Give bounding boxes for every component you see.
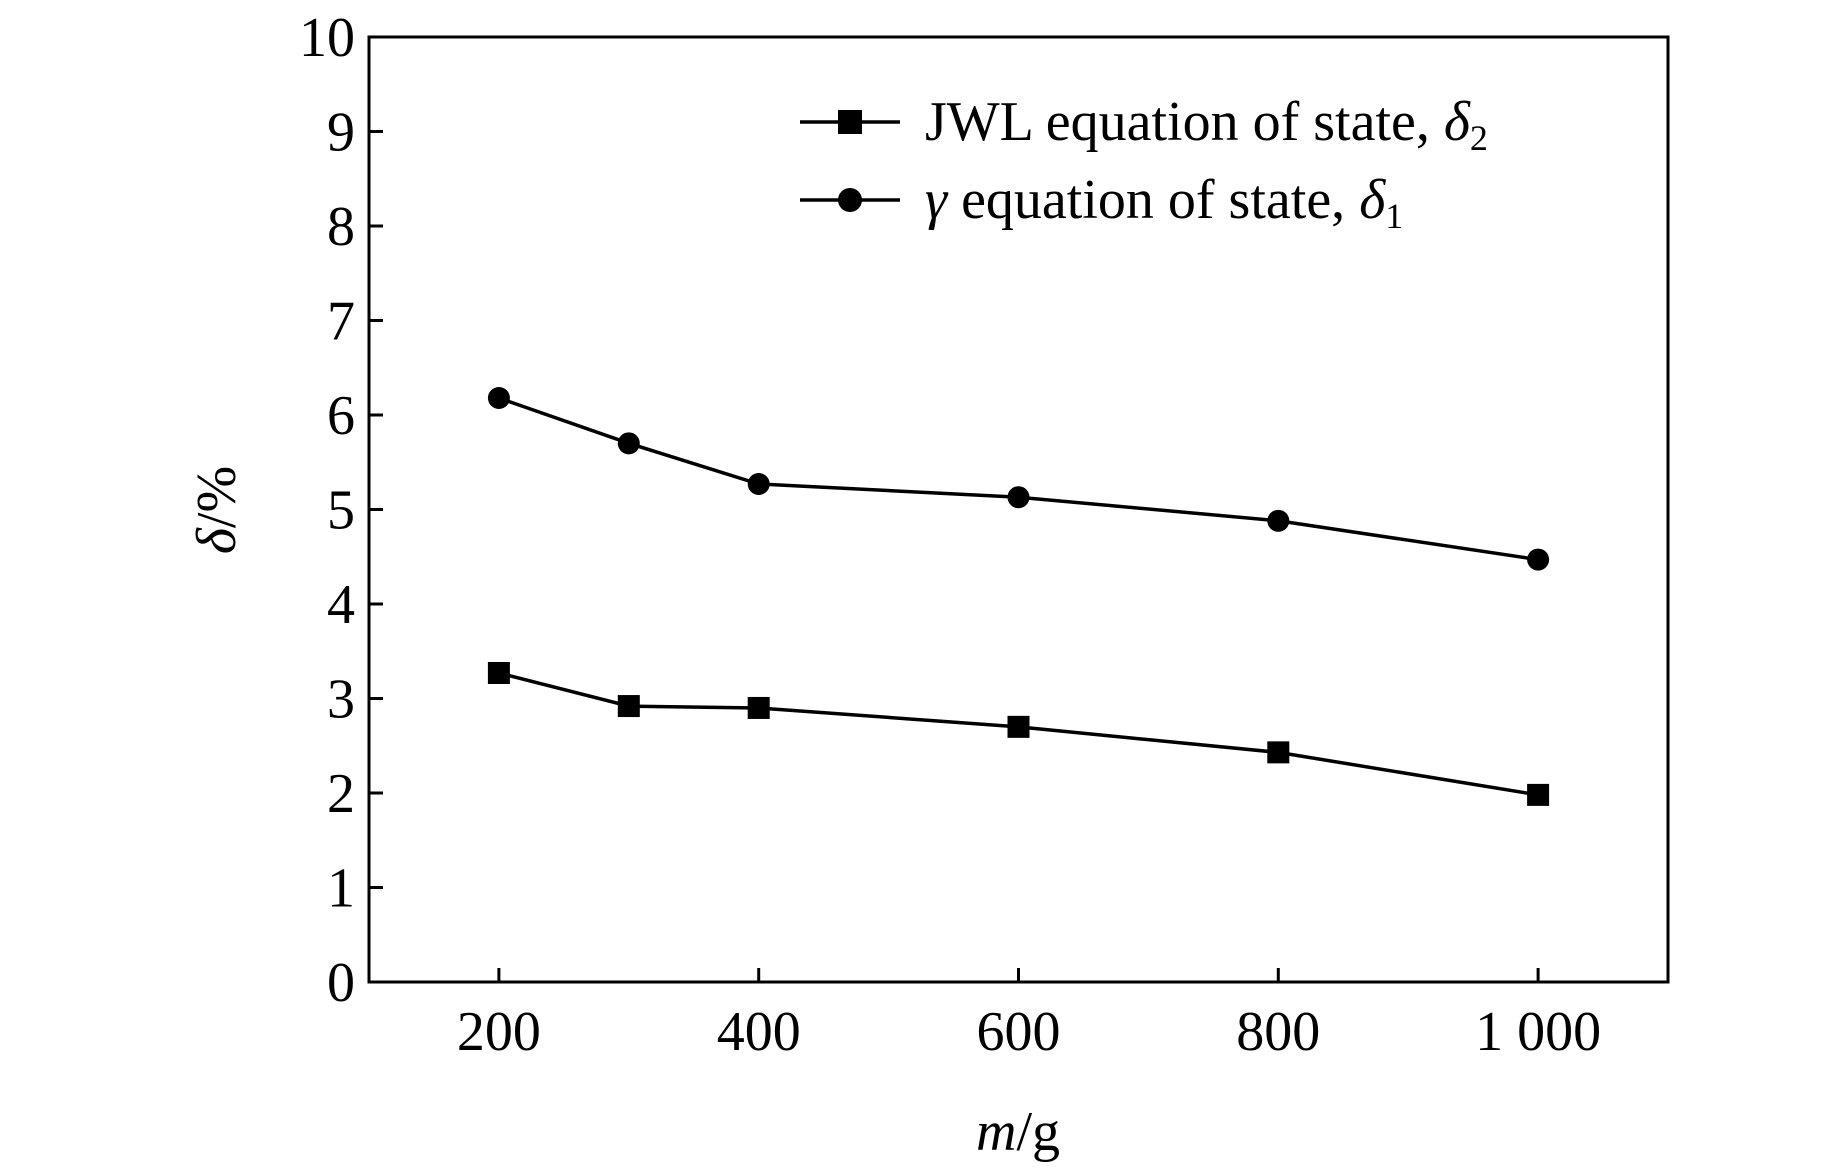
data-point-gamma: [1267, 509, 1290, 532]
data-point-gamma: [617, 432, 640, 455]
legend-entry-jwl: JWL equation of state, δ2: [800, 91, 1488, 158]
y-tick-label: 5: [327, 480, 355, 542]
data-point-jwl: [617, 695, 640, 718]
x-tick-label: 800: [1236, 1001, 1320, 1063]
series-line-jwl: [498, 671, 1539, 797]
data-point-gamma: [747, 472, 770, 495]
y-tick-label: 7: [327, 291, 355, 353]
data-point-gamma: [1527, 548, 1550, 571]
x-tick-label: 1 000: [1475, 1001, 1601, 1063]
data-point-jwl: [1527, 783, 1550, 806]
y-tick-label: 4: [327, 574, 355, 636]
legend-marker-jwl: [838, 110, 862, 134]
x-tick-label: 600: [977, 1001, 1061, 1063]
data-point-gamma: [487, 386, 510, 409]
legend-marker-gamma: [838, 188, 862, 212]
data-point-jwl: [1007, 715, 1030, 738]
y-tick-label: 8: [327, 196, 355, 258]
y-tick-label: 9: [327, 102, 355, 164]
y-axis: 0 1 2 3 4 5 6 7 8 9 10: [299, 7, 383, 1014]
series-layer: [487, 386, 1550, 806]
data-point-jwl: [747, 696, 770, 719]
x-tick-label: 400: [717, 1001, 801, 1063]
legend: JWL equation of state, δ2 γ equation of …: [800, 91, 1488, 236]
y-tick-label: 2: [327, 763, 355, 825]
legend-label-jwl: JWL equation of state, δ2: [925, 91, 1488, 158]
x-axis-label: m/g: [976, 1101, 1060, 1163]
series-line-gamma: [498, 396, 1539, 562]
y-tick-label: 10: [299, 7, 355, 69]
x-axis: 200 400 600 800 1 000: [457, 968, 1601, 1063]
y-axis-label: δ/%: [186, 466, 248, 554]
legend-entry-gamma: γ equation of state, δ1: [800, 169, 1403, 236]
y-tick-label: 3: [327, 669, 355, 731]
y-tick-label: 1: [327, 858, 355, 920]
x-tick-label: 200: [457, 1001, 541, 1063]
y-tick-label: 6: [327, 385, 355, 447]
legend-label-gamma: γ equation of state, δ1: [925, 169, 1403, 236]
data-point-gamma: [1007, 486, 1030, 509]
data-point-jwl: [487, 661, 510, 684]
y-tick-label: 0: [327, 952, 355, 1014]
data-point-jwl: [1267, 741, 1290, 764]
